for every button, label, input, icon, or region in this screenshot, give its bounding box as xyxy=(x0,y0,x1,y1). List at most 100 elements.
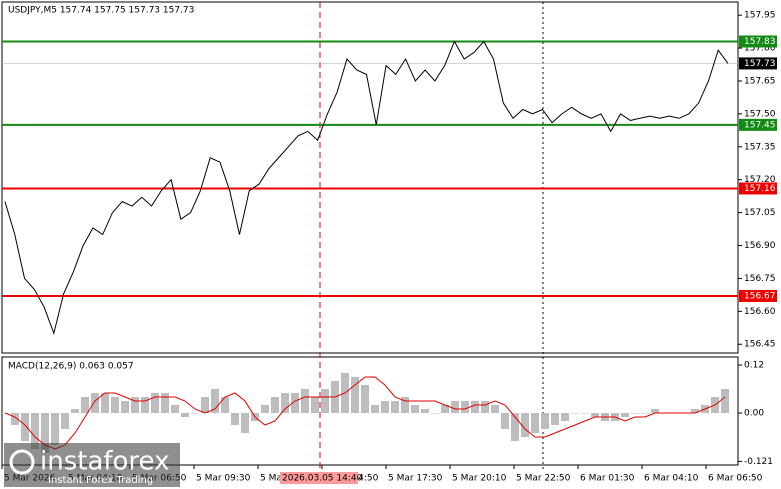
histogram-bar xyxy=(451,401,459,413)
histogram-bar xyxy=(591,413,599,417)
level-tag xyxy=(739,289,777,302)
histogram-bar xyxy=(401,397,409,413)
histogram-bar xyxy=(281,393,289,413)
level-label: 157.45 xyxy=(744,120,776,130)
histogram-bar xyxy=(141,397,149,413)
watermark-logo xyxy=(9,449,35,475)
macd-title: MACD(12,26,9) 0.063 0.057 xyxy=(8,362,134,372)
current-price-tag xyxy=(739,57,777,70)
histogram-bar xyxy=(121,401,129,413)
histogram-bar xyxy=(361,385,369,413)
y-tick-label: 157.80 xyxy=(744,44,776,54)
histogram-bar xyxy=(391,401,399,413)
histogram-bar xyxy=(71,409,79,413)
histogram-bar xyxy=(131,397,139,413)
level-tag xyxy=(739,35,777,48)
histogram-bar xyxy=(91,393,99,413)
histogram-bar xyxy=(371,405,379,413)
histogram-bar xyxy=(221,397,229,413)
level-tag xyxy=(739,118,777,131)
y-tick-label: 156.60 xyxy=(744,307,776,317)
histogram-bar xyxy=(351,377,359,413)
price-title: USDJPY,M5 157.74 157.75 157.73 157.73 xyxy=(8,6,194,16)
histogram-bar xyxy=(231,413,239,425)
y-tick-label: 156.45 xyxy=(744,340,776,350)
price-frame xyxy=(1,1,739,354)
histogram-bar xyxy=(241,413,249,433)
x-tick-label: 5 Mar 20:10 xyxy=(452,474,507,484)
price-line xyxy=(4,40,729,335)
marker-label: 2026.03.05 14:40 xyxy=(282,474,363,484)
y-tick-label: 156.90 xyxy=(744,241,776,251)
histogram-bar xyxy=(301,389,309,413)
x-tick-label: 6 Mar 04:10 xyxy=(644,474,699,484)
histogram-bar xyxy=(201,397,209,413)
watermark: instaforex Instant Forex Trading xyxy=(4,443,180,487)
histogram-bar xyxy=(621,413,629,417)
histogram-bar xyxy=(531,413,539,433)
histogram-bar xyxy=(521,413,529,437)
histogram-bar xyxy=(321,389,329,413)
histogram-bar xyxy=(261,405,269,413)
histogram-bar xyxy=(61,413,69,429)
watermark-brand: instaforex xyxy=(40,447,169,477)
current-price-label: 157.73 xyxy=(744,59,776,69)
histogram-bar xyxy=(311,397,319,413)
histogram-bar xyxy=(11,413,19,425)
histogram-bar xyxy=(471,401,479,413)
signal-line xyxy=(4,376,726,450)
level-label: 157.16 xyxy=(744,184,776,194)
level-tag xyxy=(739,182,777,195)
y-tick-label: 0.00 xyxy=(744,409,764,419)
histogram-bar xyxy=(191,413,199,414)
x-tick-label: 5 Mar 09:30 xyxy=(196,474,251,484)
histogram-bar xyxy=(721,389,729,413)
histogram-bar xyxy=(421,409,429,413)
y-tick-label: 156.75 xyxy=(744,274,776,284)
histogram-bar xyxy=(101,393,109,413)
y-tick-label: 157.65 xyxy=(744,76,776,86)
marker-tag xyxy=(280,472,358,484)
histogram-bar xyxy=(151,393,159,413)
histogram-bar xyxy=(691,409,699,413)
histogram-bar xyxy=(461,401,469,413)
y-tick-label: 157.05 xyxy=(744,208,776,218)
histogram-bar xyxy=(441,405,449,413)
histogram-bar xyxy=(551,413,559,425)
histogram-bar xyxy=(491,405,499,413)
histogram-bar xyxy=(41,413,49,453)
level-label: 156.67 xyxy=(744,291,776,301)
macd-frame xyxy=(1,356,739,466)
y-tick-label: 157.35 xyxy=(744,142,776,152)
histogram-bar xyxy=(51,413,59,445)
histogram-bar xyxy=(171,405,179,413)
y-tick-label: 0.12 xyxy=(744,361,764,371)
histogram-bar xyxy=(161,393,169,413)
histogram-bar xyxy=(31,413,39,449)
histogram-bar xyxy=(571,413,579,414)
histogram-bar xyxy=(541,413,549,429)
watermark-tagline: Instant Forex Trading xyxy=(48,475,153,486)
histogram-bar xyxy=(431,413,439,414)
histogram-bar xyxy=(651,409,659,413)
histogram-bar xyxy=(291,393,299,413)
histogram-bar xyxy=(511,413,519,441)
histogram-bar xyxy=(211,389,219,413)
histogram-bar xyxy=(411,405,419,413)
histogram-bar xyxy=(501,413,509,429)
histogram-bar xyxy=(581,413,589,414)
level-label: 157.83 xyxy=(744,37,776,47)
histogram-bar xyxy=(181,413,189,417)
x-tick-label: 6 Mar 06:50 xyxy=(708,474,763,484)
y-tick-label: 157.50 xyxy=(744,109,776,119)
x-tick-label: 5 Mar 22:50 xyxy=(516,474,571,484)
histogram-bar xyxy=(631,413,639,414)
y-tick-label: 157.95 xyxy=(744,11,776,21)
y-tick-label: -0.121 xyxy=(744,457,773,467)
x-tick-label: 6 Mar 01:30 xyxy=(580,474,635,484)
histogram-bar xyxy=(481,401,489,413)
histogram-bar xyxy=(271,397,279,413)
histogram-bar xyxy=(561,413,569,421)
histogram-bar xyxy=(81,397,89,413)
